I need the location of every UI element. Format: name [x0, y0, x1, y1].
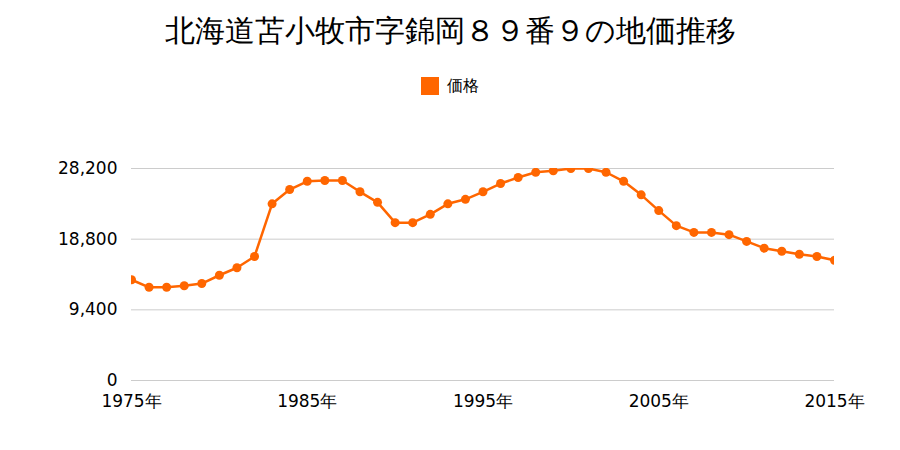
svg-text:9,400: 9,400: [69, 299, 118, 319]
svg-text:28,200: 28,200: [58, 158, 117, 178]
svg-text:18,800: 18,800: [58, 229, 117, 249]
svg-text:2005年: 2005年: [629, 391, 689, 411]
html-text:価格: 価格: [447, 75, 479, 95]
svg-text:1975年: 1975年: [101, 391, 161, 411]
svg-text:1985年: 1985年: [277, 391, 337, 411]
svg-text:1995年: 1995年: [453, 391, 513, 411]
svg-text:0: 0: [107, 370, 118, 390]
svg-text:2015年: 2015年: [804, 391, 864, 411]
html-text:北海道苫小牧市字錦岡８９番９の地価推移: 北海道苫小牧市字錦岡８９番９の地価推移: [164, 13, 736, 48]
